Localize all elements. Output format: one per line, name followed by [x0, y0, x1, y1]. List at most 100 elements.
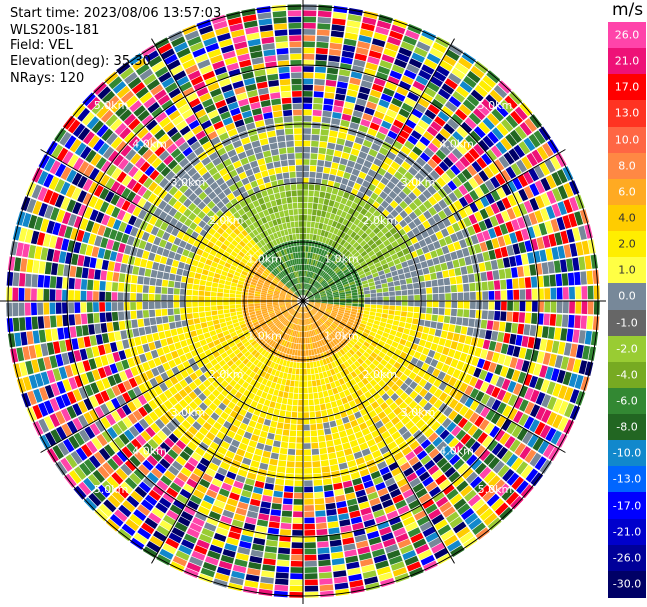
velocity-gate — [251, 331, 258, 337]
velocity-gate — [352, 522, 364, 531]
velocity-gate — [560, 356, 570, 370]
velocity-gate — [264, 546, 278, 553]
velocity-gate — [277, 283, 283, 288]
velocity-gate — [318, 4, 333, 12]
velocity-gate — [376, 292, 383, 297]
velocity-gate — [389, 488, 402, 498]
velocity-gate — [167, 159, 178, 170]
velocity-gate — [286, 461, 295, 468]
velocity-gate — [356, 312, 363, 317]
velocity-gate — [356, 267, 363, 273]
velocity-gate — [349, 215, 357, 223]
velocity-gate — [108, 332, 116, 343]
velocity-gate — [215, 252, 223, 259]
velocity-gate — [314, 267, 318, 273]
velocity-gate — [285, 304, 292, 307]
velocity-gate — [207, 200, 216, 210]
velocity-gate — [239, 335, 246, 342]
velocity-gate — [297, 350, 301, 356]
velocity-gate — [439, 301, 445, 308]
velocity-gate — [132, 182, 142, 194]
velocity-gate — [371, 327, 378, 333]
velocity-gate — [94, 235, 103, 247]
velocity-gate — [159, 239, 167, 248]
velocity-gate — [310, 147, 319, 154]
velocity-gate — [163, 203, 173, 214]
velocity-gate — [142, 250, 150, 260]
velocity-gate — [286, 467, 295, 474]
velocity-gate — [196, 484, 208, 494]
velocity-gate — [534, 421, 546, 436]
velocity-gate — [109, 514, 124, 527]
velocity-gate — [281, 290, 287, 294]
velocity-gate — [217, 301, 223, 306]
velocity-gate — [258, 436, 267, 444]
velocity-gate — [245, 478, 255, 486]
velocity-gate — [136, 310, 143, 319]
velocity-gate — [358, 124, 369, 133]
velocity-gate — [186, 295, 192, 301]
velocity-gate — [359, 86, 371, 95]
velocity-gate — [340, 320, 347, 326]
velocity-gate — [401, 416, 411, 425]
velocity-gate — [402, 35, 417, 46]
velocity-gate — [133, 218, 143, 228]
velocity-gate — [426, 126, 438, 137]
velocity-gate — [310, 221, 315, 228]
velocity-gate — [328, 452, 337, 460]
velocity-gate — [440, 445, 452, 457]
velocity-gate — [55, 237, 64, 250]
velocity-gate — [97, 247, 106, 259]
velocity-gate — [226, 471, 237, 480]
velocity-gate — [347, 358, 354, 366]
velocity-gate — [329, 282, 336, 287]
velocity-gate — [292, 405, 298, 412]
velocity-gate — [245, 574, 260, 582]
velocity-gate — [261, 495, 272, 503]
velocity-gate — [473, 143, 485, 156]
velocity-gate — [249, 498, 261, 507]
velocity-gate — [303, 430, 311, 437]
velocity-gate — [127, 401, 137, 412]
velocity-gate — [490, 145, 503, 158]
velocity-gate — [224, 543, 238, 552]
velocity-gate — [233, 220, 241, 228]
velocity-gate — [279, 358, 284, 366]
velocity-gate — [456, 126, 468, 138]
velocity-gate — [560, 259, 568, 273]
velocity-gate — [75, 325, 83, 337]
velocity-gate — [580, 315, 587, 329]
velocity-gate — [186, 307, 193, 314]
velocity-gate — [251, 414, 259, 422]
velocity-gate — [575, 241, 584, 256]
velocity-gate — [507, 301, 513, 311]
velocity-gate — [352, 425, 361, 434]
velocity-gate — [511, 424, 523, 438]
velocity-gate — [233, 480, 244, 489]
velocity-gate — [221, 371, 229, 380]
velocity-gate — [459, 352, 468, 362]
velocity-gate — [523, 265, 531, 277]
velocity-gate — [189, 473, 201, 483]
velocity-gate — [347, 342, 354, 349]
velocity-gate — [324, 266, 330, 273]
velocity-gate — [386, 549, 401, 560]
velocity-gate — [338, 378, 345, 385]
velocity-gate — [483, 453, 496, 466]
velocity-gate — [447, 214, 457, 225]
velocity-gate — [309, 418, 316, 424]
velocity-gate — [67, 391, 77, 405]
velocity-gate — [403, 328, 410, 335]
velocity-gate — [297, 356, 301, 363]
velocity-gate — [313, 348, 318, 355]
velocity-gate — [407, 335, 415, 343]
velocity-gate — [303, 53, 315, 60]
velocity-gate — [320, 129, 329, 136]
velocity-gate — [517, 174, 529, 188]
velocity-gate — [386, 319, 394, 325]
velocity-gate — [348, 154, 358, 162]
velocity-gate — [422, 189, 432, 199]
velocity-gate — [566, 328, 574, 342]
velocity-gate — [88, 268, 95, 279]
velocity-gate — [562, 215, 572, 229]
